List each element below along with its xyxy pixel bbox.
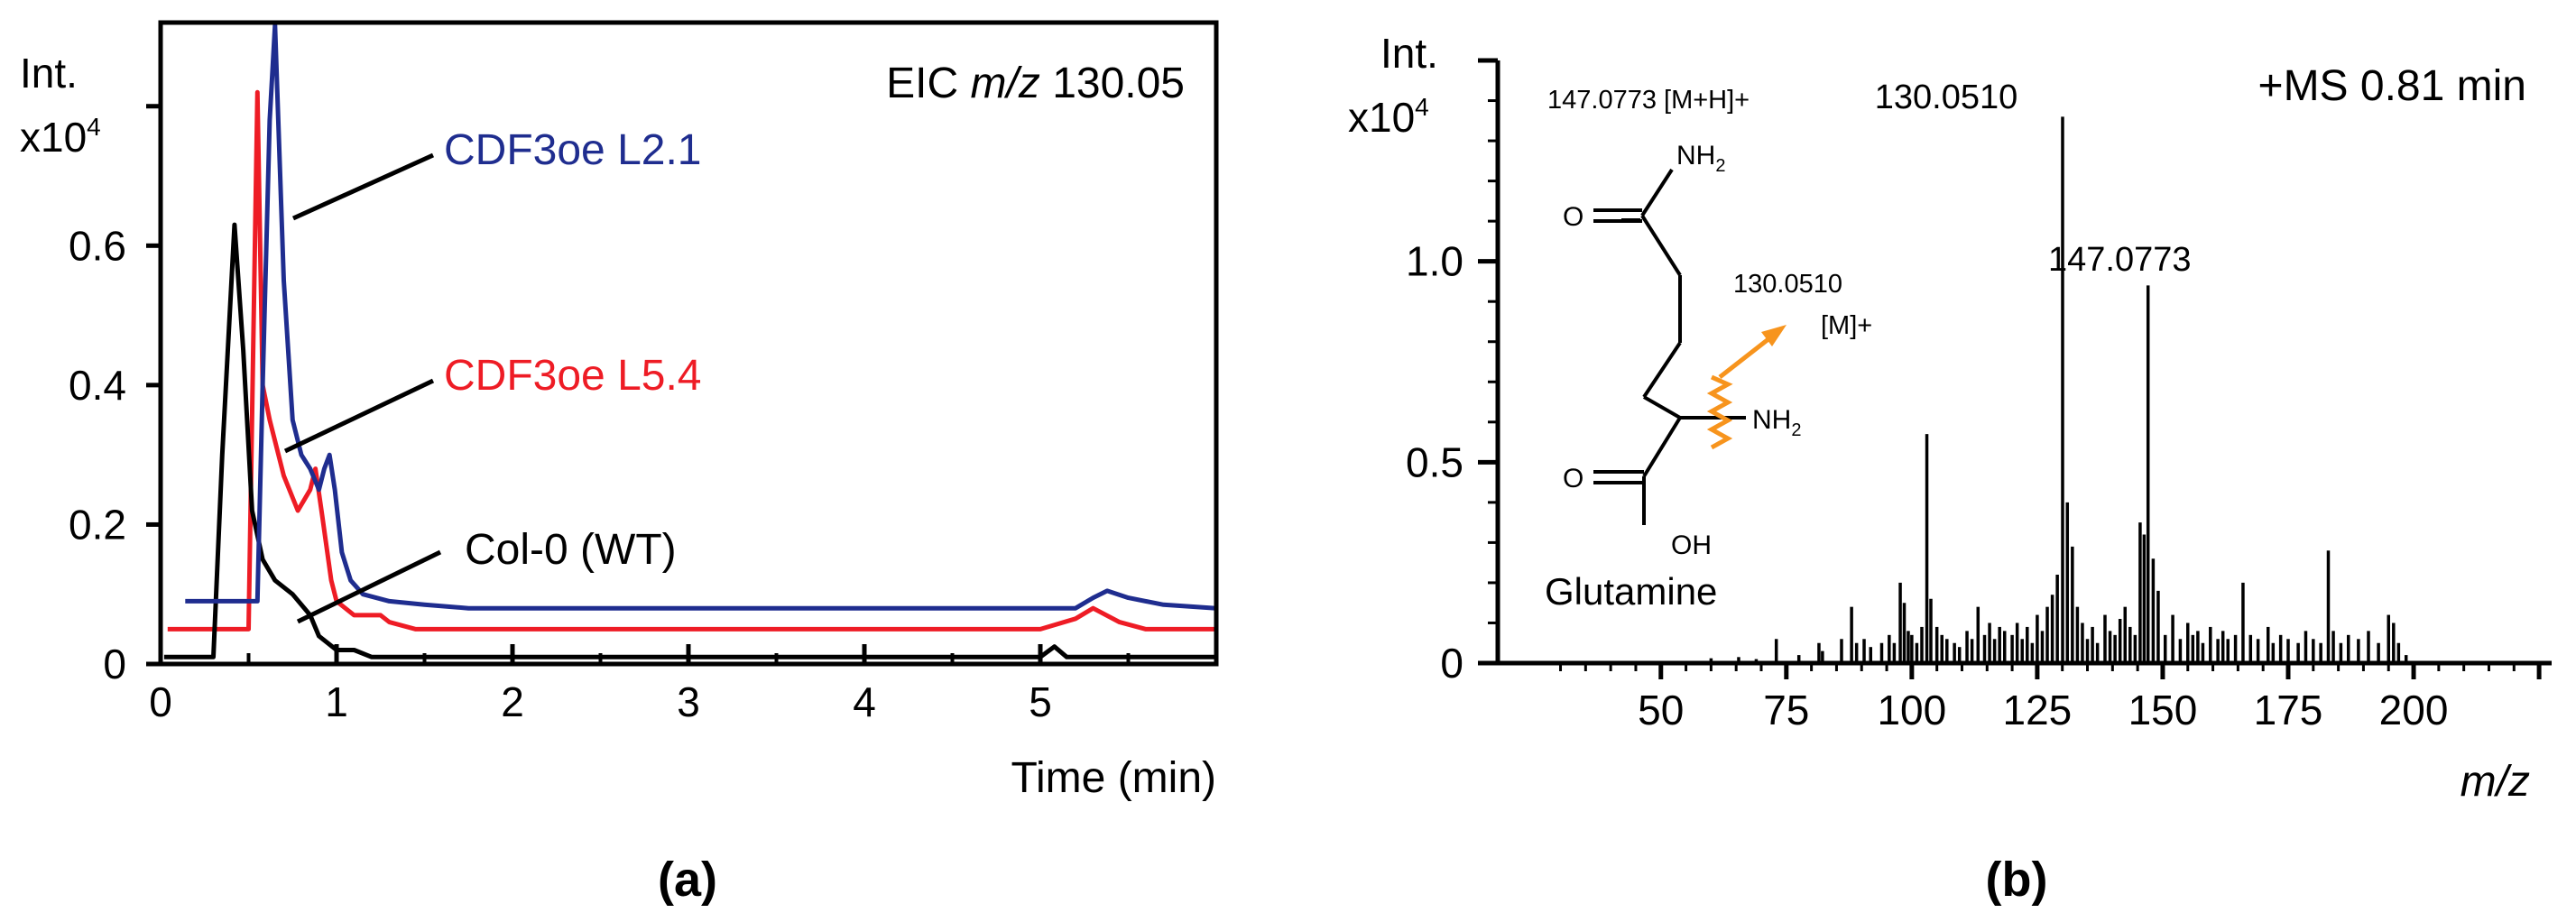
b-ms-annotation: +MS 0.81 min — [2258, 62, 2526, 110]
fragment-arrow-head — [1761, 325, 1787, 346]
a-series-label-l54: CDF3oe L5.4 — [444, 352, 702, 400]
inset-precursor-label: 147.0773 [M+H]+ — [1547, 86, 1750, 115]
panel-a-chart: 0 1 2 3 4 5 0 0.2 0.4 0.6 Int. x104 EIC m/z 130.… — [20, 20, 1219, 907]
a-x-ticks: 0 1 2 3 4 5 — [149, 644, 1131, 725]
bond-chain-3 — [1642, 341, 1682, 399]
a-series-group — [163, 23, 1217, 659]
a-series-label-l21: CDF3oe L2.1 — [444, 126, 702, 174]
a-ylabel-line1: Int. — [20, 50, 78, 97]
a-x-tick-label: 4 — [853, 678, 876, 725]
panel-b-label: (b) — [1986, 853, 2048, 907]
a-y-tick-label: 0.6 — [69, 222, 126, 269]
bond-c-nh2-top — [1640, 168, 1674, 217]
b-ylabel-line2: x104 — [1348, 93, 1429, 141]
a-x-tick-label: 2 — [501, 678, 524, 725]
a-x-tick-label: 5 — [1029, 678, 1052, 725]
a-leader-l54 — [283, 378, 435, 454]
bond-alpha-cooh — [1642, 416, 1682, 478]
fragment-arrow-shaft — [1718, 334, 1775, 379]
inset-nh2-top: NH2 — [1676, 141, 1725, 176]
b-x-tick-label: 75 — [1763, 687, 1809, 733]
inset-o-bottom: O — [1563, 464, 1583, 493]
a-eic-annotation: EIC m/z 130.05 — [886, 60, 1185, 107]
a-ylabel-line2: x104 — [20, 113, 101, 161]
b-x-tick-label: 150 — [2128, 687, 2198, 733]
b-peak-label-147: 147.0773 — [2048, 241, 2192, 279]
a-leader-l21 — [291, 152, 435, 221]
bond-chain-1 — [1640, 214, 1682, 277]
a-y-tick-label: 0.2 — [69, 501, 126, 548]
a-leader-wt — [296, 549, 442, 624]
b-peak-label-130: 130.0510 — [1875, 78, 2018, 116]
a-x-tick-label: 3 — [677, 678, 700, 725]
a-y-tick-label: 0 — [103, 641, 126, 687]
b-x-tick-label: 100 — [1877, 687, 1946, 733]
b-x-tick-label: 175 — [2254, 687, 2323, 733]
a-xlabel: Time (min) — [1011, 754, 1216, 802]
a-series-line-2 — [163, 222, 1216, 659]
a-series-line-1 — [167, 89, 1216, 632]
a-y-ticks: 0 0.2 0.4 0.6 — [69, 104, 161, 687]
a-y-tick-label: 0.4 — [69, 362, 126, 409]
b-x-tick-label: 125 — [2003, 687, 2073, 733]
a-x-tick-label: 0 — [149, 678, 172, 725]
inset-oh: OH — [1671, 530, 1712, 560]
inset-fragment-mz: 130.0510 — [1733, 270, 1842, 299]
b-y-ticks: 0 0.5 1.0 — [1406, 58, 1498, 687]
panel-b-chart: 50 75 100 125 150 175 200 0 0.5 1.0 Int. x104 +M… — [1348, 30, 2552, 907]
b-xlabel: m/z — [2461, 758, 2530, 806]
inset-compound-name: Glutamine — [1545, 570, 1717, 613]
inset-nh2-alpha: NH2 — [1752, 405, 1801, 440]
a-series-line-0 — [185, 23, 1217, 611]
b-peaks-group — [1709, 116, 2408, 663]
fragmentation-zigzag — [1706, 374, 1733, 450]
b-x-tick-label: 50 — [1638, 687, 1684, 733]
b-y-tick-label: 0 — [1440, 640, 1463, 687]
b-ylabel-line1: Int. — [1380, 30, 1438, 77]
panel-a-label: (a) — [658, 853, 717, 907]
glutamine-structure: 147.0773 [M+H]+ O NH2 NH2 O OH — [1545, 86, 1872, 613]
a-x-tick-label: 1 — [325, 678, 348, 725]
b-y-tick-label: 1.0 — [1406, 238, 1463, 285]
a-series-label-wt: Col-0 (WT) — [465, 526, 677, 574]
inset-o-top: O — [1563, 202, 1583, 232]
b-y-tick-label: 0.5 — [1406, 438, 1463, 485]
bond-chain-4 — [1643, 395, 1681, 420]
b-x-ticks: 50 75 100 125 150 175 200 — [1559, 663, 2542, 733]
a-axes-frame — [158, 20, 1219, 667]
b-x-tick-label: 200 — [2379, 687, 2449, 733]
inset-fragment-ion: [M]+ — [1821, 311, 1872, 340]
